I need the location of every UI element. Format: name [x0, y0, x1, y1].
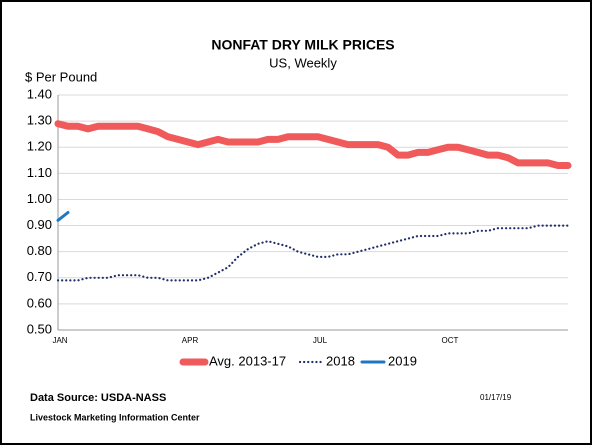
x-tick-label: JUL: [313, 336, 328, 345]
y-tick-label: 1.40: [27, 86, 52, 101]
x-tick-label: APR: [182, 336, 199, 345]
x-tick-label: OCT: [442, 336, 459, 345]
y-tick-label: 0.60: [27, 295, 52, 310]
series-line: [56, 224, 570, 282]
chart-subtitle: US, Weekly: [269, 55, 337, 70]
y-tick-label: 0.50: [27, 321, 52, 336]
y-tick-label: 1.30: [27, 113, 52, 128]
y-axis-label: $ Per Pound: [25, 69, 97, 84]
source: Data Source: USDA-NASS: [30, 392, 166, 404]
y-tick-label: 1.00: [27, 191, 52, 206]
y-tick-label: 1.20: [27, 139, 52, 154]
y-tick-label: 0.80: [27, 243, 52, 258]
legend-label: 2018: [326, 353, 355, 368]
series-line: [56, 211, 70, 222]
x-tick-label: JAN: [52, 336, 67, 345]
chart-title: NONFAT DRY MILK PRICES: [211, 37, 394, 53]
series-line: [54, 120, 572, 169]
y-tick-label: 0.90: [27, 217, 52, 232]
legend-label: 2019: [388, 353, 417, 368]
y-tick-label: 0.70: [27, 269, 52, 284]
date: 01/17/19: [480, 393, 512, 402]
credit: Livestock Marketing Information Center: [30, 412, 200, 422]
legend-label: Avg. 2013-17: [209, 353, 286, 368]
y-tick-label: 1.10: [27, 165, 52, 180]
